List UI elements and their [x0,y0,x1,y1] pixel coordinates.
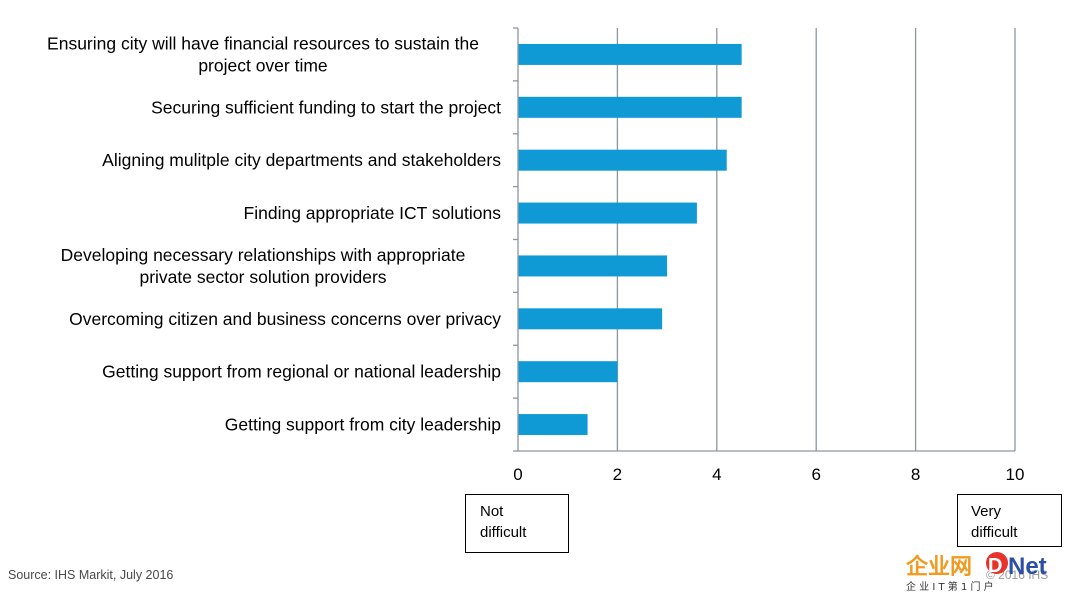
scale-label-low-line1: Not [480,503,504,520]
bar [518,308,663,330]
bar [518,43,742,65]
category-labels: Ensuring city will have financial resour… [47,33,501,434]
watermark-text-left: 企业网 [905,554,972,580]
scale-label-high-line1: Very [971,503,1002,520]
category-label: private sector solution providers [139,267,386,287]
scale-label-low-line2: difficult [480,524,527,541]
bar [518,202,697,224]
category-label: Finding appropriate ICT solutions [244,203,502,223]
bar [518,361,618,383]
scale-label-low: Not difficult [465,494,569,553]
gridlines [616,28,1016,451]
x-tick-label: 10 [1006,465,1025,484]
category-label: Overcoming citizen and business concerns… [69,309,501,329]
category-label: Ensuring city will have financial resour… [47,33,479,53]
category-label: Developing necessary relationships with … [61,245,466,265]
x-tick-label: 4 [712,465,721,484]
watermark-text-net: Net [1008,553,1047,580]
category-label: Getting support from regional or nationa… [102,362,501,382]
category-label: Aligning mulitple city departments and s… [102,150,501,170]
x-tick-label: 6 [811,465,820,484]
y-axis [513,27,1015,452]
bar [518,414,588,436]
bar [518,149,727,171]
scale-label-high: Very difficult [957,494,1062,547]
watermark-tagline: 企 业 I T 第 1 门 户 [906,580,994,592]
x-tick-label: 8 [911,465,920,484]
x-tick-label: 2 [613,465,622,484]
category-label: project over time [198,55,327,75]
category-label: Getting support from city leadership [225,415,501,435]
source-note: Source: IHS Markit, July 2016 [8,568,174,582]
watermark-dot-icon [986,552,1008,574]
watermark-logo: 企业网 D Net 企 业 I T 第 1 门 户 [905,552,1047,592]
scale-label-high-line2: difficult [971,524,1018,541]
bar [518,255,668,277]
watermark-text-d: D [988,555,1002,577]
category-label: Securing sufficient funding to start the… [151,97,501,117]
bars [518,43,742,436]
x-tick-labels: 0 2 4 6 8 10 [513,465,1024,484]
bar [518,96,742,118]
x-tick-label: 0 [513,465,522,484]
